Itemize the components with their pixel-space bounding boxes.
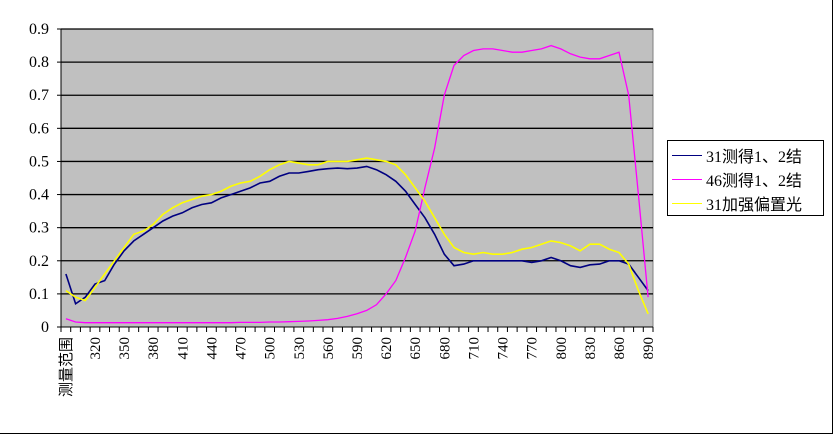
legend-item: 31测得1、2结 xyxy=(672,143,823,167)
legend-swatch-2 xyxy=(672,202,702,204)
x-tick-label: 440 xyxy=(204,337,220,360)
x-tick-label: 320 xyxy=(88,337,104,360)
x-tick-label: 710 xyxy=(466,337,482,360)
plot-area xyxy=(60,28,654,328)
x-tick-label: 860 xyxy=(612,337,628,360)
x-tick-label: 470 xyxy=(234,337,250,360)
legend-label: 31加强偏置光 xyxy=(706,197,803,214)
x-tick-label: 890 xyxy=(641,337,657,360)
x-tick-label: 680 xyxy=(437,337,453,360)
x-tick-label: 740 xyxy=(496,337,512,360)
legend: 31测得1、2结 46测得1、2结 31加强偏置光 xyxy=(667,140,824,216)
x-tick-label: 测量范围 xyxy=(58,337,75,397)
x-tick-label: 590 xyxy=(350,337,366,360)
y-tick-label: 0.4 xyxy=(29,187,49,204)
x-tick-label: 560 xyxy=(321,337,337,360)
x-tick-label: 410 xyxy=(175,337,191,360)
y-tick-label: 0.1 xyxy=(29,286,49,303)
legend-swatch-0 xyxy=(672,154,702,156)
y-tick-label: 0.9 xyxy=(29,21,49,38)
y-tick-label: 0.6 xyxy=(29,120,49,137)
y-tick-label: 0.5 xyxy=(29,153,49,170)
legend-label: 46测得1、2结 xyxy=(706,173,803,190)
series-line-2 xyxy=(65,157,649,315)
series-line-0 xyxy=(65,165,649,306)
y-tick-label: 0 xyxy=(41,319,49,336)
legend-swatch-1 xyxy=(672,178,702,180)
x-tick-label: 650 xyxy=(408,337,424,360)
y-tick-label: 0.3 xyxy=(29,220,49,237)
x-tick-label: 380 xyxy=(146,337,162,360)
series-line-1 xyxy=(65,44,649,324)
y-tick-label: 0.7 xyxy=(29,87,49,104)
x-tick-label: 350 xyxy=(117,337,133,360)
legend-item: 31加强偏置光 xyxy=(672,191,823,215)
legend-label: 31测得1、2结 xyxy=(706,149,803,166)
legend-item: 46测得1、2结 xyxy=(672,167,823,191)
x-tick-label: 620 xyxy=(379,337,395,360)
y-tick-label: 0.8 xyxy=(29,54,49,71)
x-tick-label: 770 xyxy=(525,337,541,360)
x-tick-label: 800 xyxy=(554,337,570,360)
x-tick-label: 500 xyxy=(263,337,279,360)
x-tick-label: 830 xyxy=(583,337,599,360)
x-tick-label: 530 xyxy=(292,337,308,360)
y-tick-label: 0.2 xyxy=(29,253,49,270)
